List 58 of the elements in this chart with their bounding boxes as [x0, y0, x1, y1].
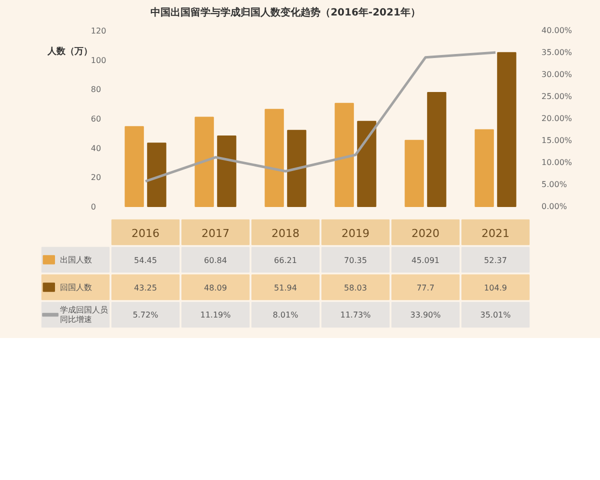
y2-tick-label: 25.00% — [542, 92, 572, 101]
y-axis-title: 人数（万） — [46, 46, 92, 57]
y-tick-label: 60 — [90, 114, 102, 124]
legend-label: 回国人数 — [60, 282, 92, 292]
data-label: 35.01% — [480, 310, 512, 320]
bar — [287, 130, 306, 207]
data-label: 11.19% — [200, 310, 232, 320]
y-tick-label: 0 — [90, 202, 96, 212]
y-tick-label: 40 — [90, 144, 102, 153]
y-tick-label: 100 — [90, 56, 106, 65]
y2-tick-label: 35.00% — [542, 48, 572, 57]
chart-title: 中国出国留学与学成归国人数变化趋势（2016年-2021年） — [150, 6, 420, 18]
bar — [217, 135, 236, 207]
y2-tick-label: 30.00% — [542, 70, 572, 79]
legend-label: 出国人数 — [60, 255, 92, 264]
bar — [194, 116, 214, 207]
y2-tick-label: 5.00% — [542, 180, 568, 189]
y-tick-label: 80 — [90, 85, 102, 94]
data-label: 70.35 — [344, 256, 367, 265]
data-label: 54.45 — [134, 256, 157, 265]
data-label: 45.091 — [412, 256, 440, 265]
y-tick-label: 20 — [90, 173, 102, 182]
data-label: 104.9 — [484, 283, 507, 292]
line-series — [144, 51, 497, 183]
x-tick-label: 2018 — [272, 226, 300, 240]
y-tick-label: 120 — [90, 26, 106, 36]
data-label: 8.01% — [272, 310, 299, 320]
data-label: 60.84 — [204, 256, 227, 265]
x-tick-label: 2019 — [342, 226, 370, 240]
data-label: 58.03 — [344, 283, 367, 292]
y2-tick-label: 0.00% — [542, 202, 568, 211]
data-label: 5.72% — [132, 310, 159, 320]
data-label: 51.94 — [274, 283, 297, 292]
y2-tick-label: 15.00% — [542, 136, 572, 145]
bar — [334, 102, 354, 207]
bar — [147, 142, 166, 207]
data-label: 43.25 — [134, 283, 157, 292]
bar — [404, 140, 424, 207]
x-tick-label: 2016 — [132, 226, 160, 240]
y2-tick-label: 40.00% — [542, 26, 572, 35]
y2-tick-label: 10.00% — [542, 158, 572, 167]
bar — [357, 120, 376, 207]
x-tick-label: 2020 — [412, 226, 440, 240]
bar — [264, 108, 284, 207]
data-label: 66.21 — [274, 256, 297, 265]
x-tick-label: 2017 — [202, 226, 230, 240]
bar — [497, 52, 516, 207]
data-label: 52.37 — [484, 256, 507, 265]
bar — [474, 129, 494, 207]
y2-tick-label: 20.00% — [542, 114, 572, 123]
data-label: 11.73% — [340, 310, 372, 320]
data-label: 77.7 — [416, 283, 434, 292]
data-label: 33.90% — [410, 310, 442, 320]
data-label: 48.09 — [204, 283, 227, 292]
bar — [124, 126, 144, 207]
legend-label: 学成回国人员同比增速 — [60, 305, 108, 324]
x-tick-label: 2021 — [482, 226, 510, 240]
bar — [427, 92, 446, 207]
